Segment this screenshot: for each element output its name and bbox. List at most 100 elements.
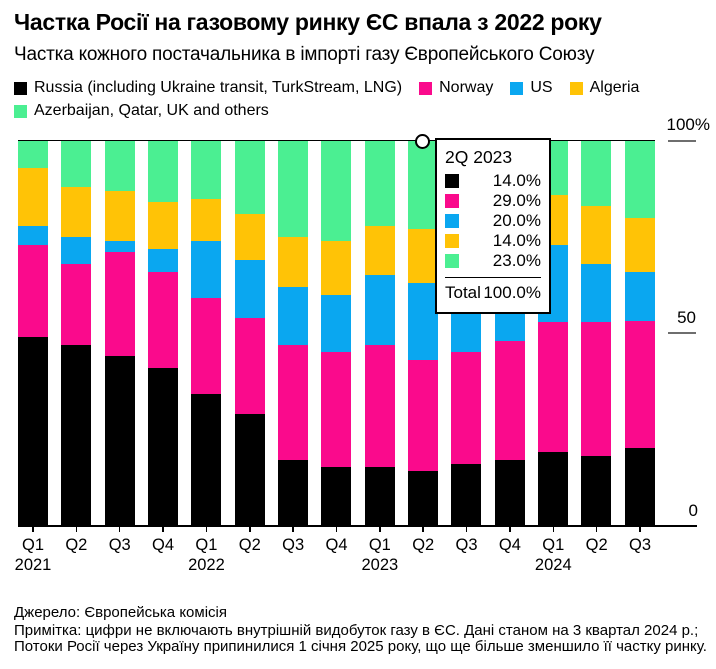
legend-item-3: Algeria (569, 79, 640, 97)
bar-segment[interactable] (321, 294, 352, 353)
bar-q4-2021[interactable] (148, 141, 179, 525)
bar-segment[interactable] (321, 240, 352, 295)
bar-segment[interactable] (451, 463, 482, 525)
bar-segment[interactable] (364, 141, 395, 226)
bar-segment[interactable] (148, 271, 179, 368)
bar-segment[interactable] (624, 217, 655, 272)
bar-segment[interactable] (61, 263, 92, 345)
x-axis-year-label-2022: 2022 (188, 556, 225, 574)
bar-segment[interactable] (191, 240, 222, 299)
bar-segment[interactable] (321, 141, 352, 241)
bar-segment[interactable] (191, 141, 222, 199)
bar-q1-2023[interactable] (364, 141, 395, 525)
legend: Russia (including Ukraine transit, TurkS… (14, 79, 712, 120)
x-axis-label-q2-2021: Q2 (65, 536, 88, 554)
bar-segment[interactable] (364, 344, 395, 468)
bar-segment[interactable] (278, 141, 309, 238)
bar-q2-2022[interactable] (234, 141, 265, 525)
bar-segment[interactable] (408, 141, 439, 230)
bar-segment[interactable] (278, 459, 309, 525)
bar-segment[interactable] (624, 141, 655, 218)
bar-segment[interactable] (61, 237, 92, 264)
bar-segment[interactable] (104, 240, 135, 253)
bar-segment[interactable] (148, 367, 179, 525)
legend-item-4: Azerbaijan, Qatar, UK and others (14, 102, 269, 120)
bar-segment[interactable] (408, 229, 439, 284)
bar-segment[interactable] (494, 459, 525, 525)
page-title: Частка Росії на газовому ринку ЄС впала … (14, 9, 602, 35)
bar-q1-2021[interactable] (18, 141, 48, 525)
bar-q2-2024[interactable] (581, 141, 612, 525)
bar-segment[interactable] (321, 352, 352, 468)
bar-segment[interactable] (18, 336, 48, 525)
bar-segment[interactable] (581, 206, 612, 264)
bar-segment[interactable] (191, 198, 222, 241)
bar-segment[interactable] (234, 413, 265, 525)
bar-q3-2024[interactable] (624, 141, 655, 525)
bar-q4-2022[interactable] (321, 141, 352, 525)
bar-segment[interactable] (234, 317, 265, 414)
bar-segment[interactable] (278, 237, 309, 287)
bar-segment[interactable] (61, 344, 92, 525)
x-axis-tick (118, 527, 121, 532)
bar-q3-2021[interactable] (104, 141, 135, 525)
bar-segment[interactable] (61, 141, 92, 188)
tooltip-row: 14.0% (445, 231, 541, 251)
bar-segment[interactable] (451, 352, 482, 464)
x-axis-tick (379, 527, 381, 532)
bar-segment[interactable] (364, 225, 395, 276)
bar-segment[interactable] (581, 455, 612, 525)
bar-segment[interactable] (148, 141, 179, 203)
bar-segment[interactable] (624, 448, 655, 525)
bar-segment[interactable] (191, 394, 222, 525)
bar-segment[interactable] (494, 340, 525, 460)
bar-segment[interactable] (148, 248, 179, 272)
bar-segment[interactable] (191, 298, 222, 395)
bar-segment[interactable] (408, 283, 439, 360)
bar-segment[interactable] (364, 275, 395, 345)
bar-q2-2023[interactable] (408, 141, 439, 525)
legend-label: Algeria (589, 79, 640, 96)
bar-segment[interactable] (104, 190, 135, 241)
tooltip: 2Q 2023 14.0% 29.0% 20.0% 14.0% 23.0% Total … (435, 138, 551, 314)
x-axis-label-q2-2024: Q2 (585, 536, 608, 554)
bar-segment[interactable] (18, 167, 48, 226)
bar-segment[interactable] (538, 321, 569, 453)
bar-segment[interactable] (278, 286, 309, 345)
bar-segment[interactable] (321, 467, 352, 525)
bar-segment[interactable] (364, 467, 395, 525)
bar-q3-2022[interactable] (278, 141, 309, 525)
bar-segment[interactable] (104, 141, 135, 191)
y-axis-label-50: 50 (677, 308, 696, 327)
legend-label: Russia (including Ukraine transit, TurkS… (34, 79, 403, 96)
bar-segment[interactable] (18, 244, 48, 337)
bar-segment[interactable] (624, 271, 655, 322)
bar-q2-2021[interactable] (61, 141, 92, 525)
bar-segment[interactable] (408, 359, 439, 472)
tooltip-row: 14.0% (445, 171, 541, 191)
legend-swatch-icon (14, 104, 27, 118)
bar-segment[interactable] (104, 252, 135, 357)
bar-segment[interactable] (408, 471, 439, 525)
x-axis-label-q1-2022: Q1 (195, 536, 218, 554)
bar-segment[interactable] (624, 321, 655, 449)
bar-segment[interactable] (234, 213, 265, 261)
bar-segment[interactable] (234, 260, 265, 318)
bar-segment[interactable] (278, 344, 309, 460)
x-axis-label-q2-2023: Q2 (412, 536, 435, 554)
bar-segment[interactable] (61, 187, 92, 238)
bar-segment[interactable] (581, 321, 612, 456)
bar-segment[interactable] (18, 225, 48, 245)
bar-segment[interactable] (234, 141, 265, 214)
bar-segment[interactable] (538, 452, 569, 525)
bar-segment[interactable] (581, 263, 612, 322)
tooltip-row: 23.0% (445, 251, 541, 271)
bar-segment[interactable] (148, 202, 179, 249)
legend-label: Azerbaijan, Qatar, UK and others (34, 102, 269, 119)
bar-segment[interactable] (581, 141, 612, 207)
bar-segment[interactable] (18, 141, 48, 168)
bar-segment[interactable] (104, 356, 135, 525)
bar-q1-2022[interactable] (191, 141, 222, 525)
tooltip-total-row: Total 100.0% (445, 282, 541, 303)
